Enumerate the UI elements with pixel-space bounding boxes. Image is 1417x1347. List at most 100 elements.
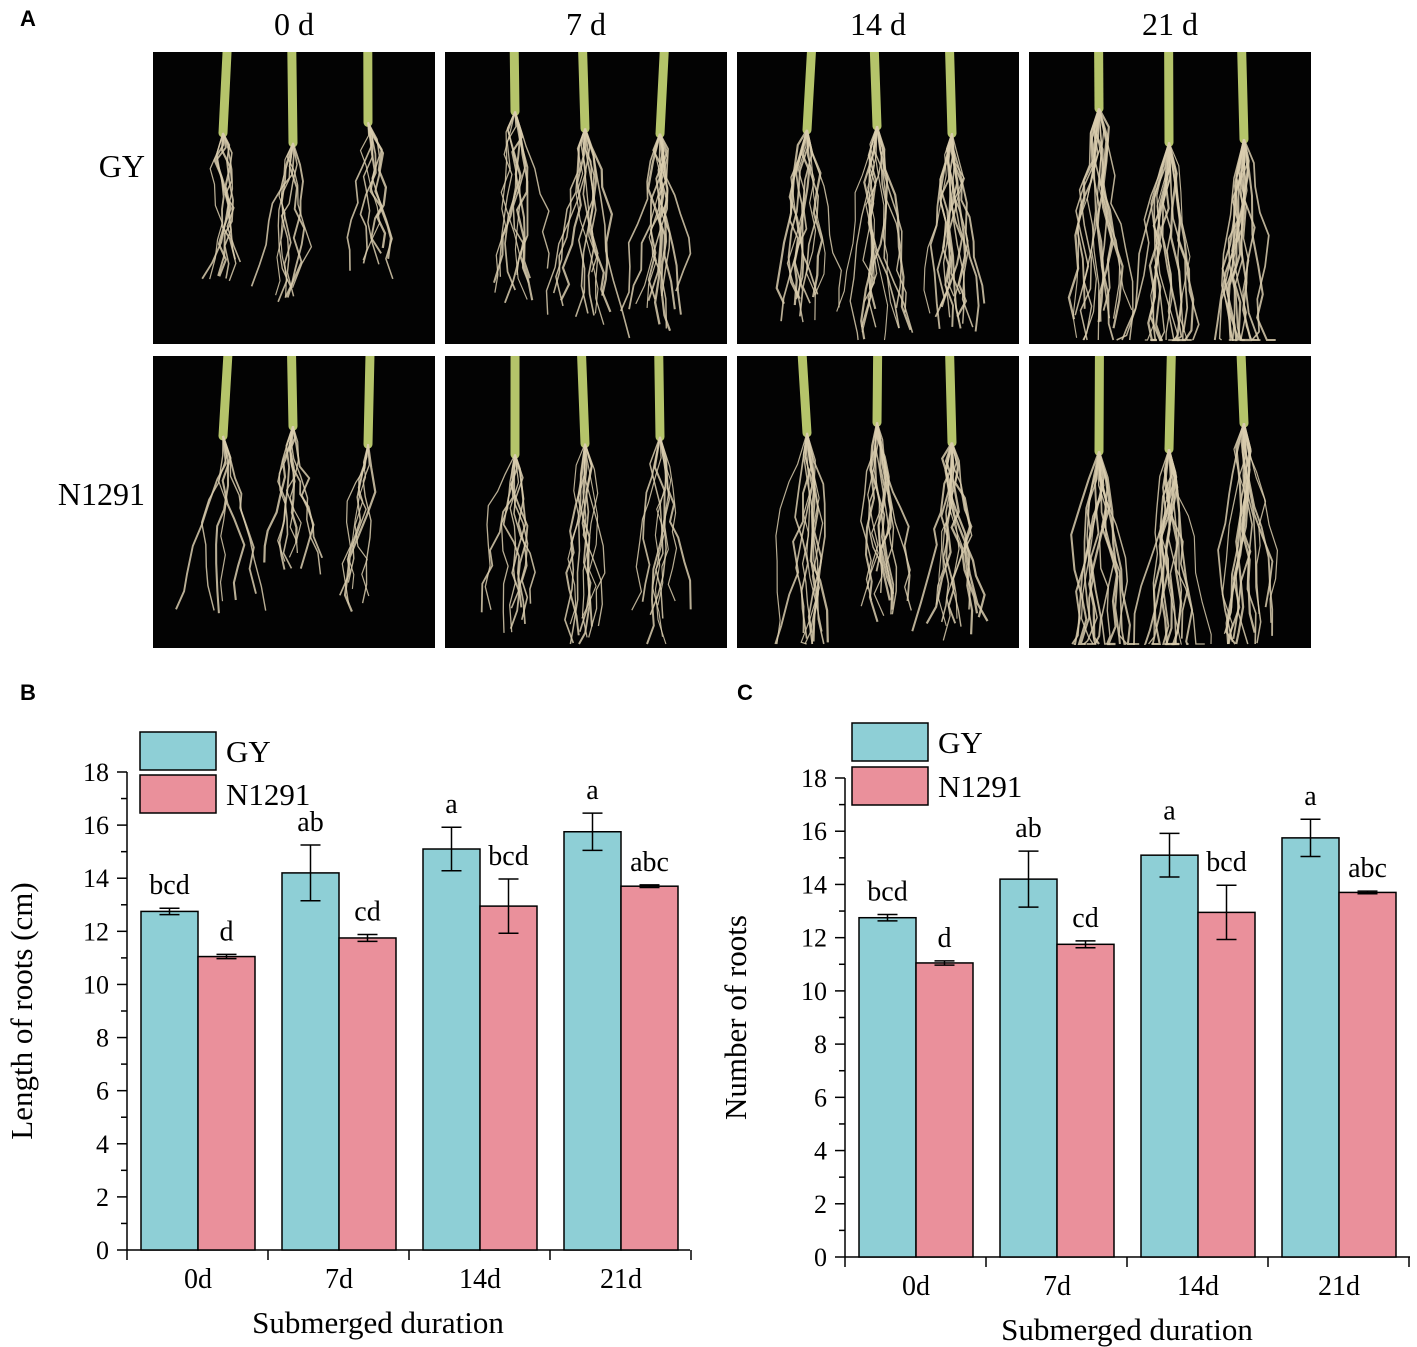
rice-stem <box>218 52 232 138</box>
root-strand <box>343 444 377 613</box>
root-strand <box>221 435 246 601</box>
root-strand <box>1098 108 1113 311</box>
bar-gy-14d <box>1140 854 1199 1258</box>
bar-n1291-14d <box>479 905 538 1251</box>
rice-stem <box>802 52 816 135</box>
rice-stem <box>654 356 665 442</box>
y-tick-label: 18 <box>83 758 109 787</box>
significance-label: ab <box>297 807 323 838</box>
legend-label-gy: GY <box>938 725 983 760</box>
root-strand <box>567 443 586 625</box>
root-strand <box>346 122 373 271</box>
root-strand <box>804 432 824 645</box>
root-strand <box>500 454 516 633</box>
root-strand <box>1226 423 1251 645</box>
root-strand <box>950 442 989 622</box>
significance-label: bcd <box>149 870 189 901</box>
x-tick-label: 14d <box>1177 1271 1219 1302</box>
root-photo-n1291-14d <box>737 356 1019 648</box>
bar-n1291-14d <box>1197 911 1256 1258</box>
rice-stem <box>945 356 957 448</box>
root-strand <box>646 436 666 645</box>
root-strand <box>806 129 826 296</box>
bar-n1291-0d <box>915 962 974 1258</box>
root-strand <box>280 142 298 297</box>
root-strand <box>218 435 228 602</box>
root-strand <box>806 432 826 645</box>
legend-swatch-n1291 <box>851 766 929 806</box>
y-axis-label: Number of roots <box>718 915 753 1120</box>
y-tick-label: 16 <box>801 817 827 846</box>
rice-stem <box>509 52 520 116</box>
root-strand <box>1168 142 1192 341</box>
root-photo-n1291-0d <box>153 356 435 648</box>
significance-label: cd <box>1072 903 1098 934</box>
root-strand <box>793 129 811 306</box>
root-strand <box>1235 422 1246 645</box>
root-strand <box>513 111 534 301</box>
root-strand <box>787 129 810 299</box>
y-tick-label: 10 <box>801 977 827 1006</box>
root-strand <box>213 132 237 260</box>
root-strand <box>1238 139 1261 341</box>
root-strand <box>502 454 526 624</box>
significance-label: a <box>1163 795 1176 826</box>
bar-n1291-7d <box>338 937 397 1251</box>
rice-stem <box>1164 356 1176 454</box>
root-strand <box>510 454 529 609</box>
root-strand <box>876 125 914 333</box>
significance-label: d <box>938 923 952 954</box>
y-tick-label: 18 <box>801 764 827 793</box>
root-strand <box>647 133 666 300</box>
root-strand <box>1083 108 1105 341</box>
root-strand <box>1221 139 1245 341</box>
root-strand <box>1070 451 1100 646</box>
root-strand <box>494 111 516 293</box>
root-strand <box>911 442 954 632</box>
root-strand <box>1168 142 1193 341</box>
root-strand <box>774 432 813 645</box>
root-strand <box>951 133 980 332</box>
rice-stem <box>869 52 882 131</box>
root-strand <box>806 432 823 642</box>
legend-label-gy: GY <box>226 734 271 769</box>
root-strand <box>806 432 825 645</box>
root-strand <box>582 128 605 325</box>
significance-label: bcd <box>1206 847 1246 878</box>
root-strand <box>584 128 597 316</box>
root-strand <box>1156 142 1173 340</box>
bar-n1291-7d <box>1056 943 1115 1258</box>
root-strand <box>367 121 385 254</box>
root-strand <box>658 133 672 332</box>
root-strand <box>222 435 257 594</box>
y-tick-label: 4 <box>814 1137 827 1166</box>
y-tick-label: 14 <box>83 864 109 893</box>
root-strand <box>649 436 671 616</box>
y-tick-label: 2 <box>96 1183 109 1212</box>
root-strand <box>514 111 531 279</box>
root-strand <box>291 426 322 575</box>
bar-gy-0d <box>858 916 917 1258</box>
root-strand <box>951 442 973 610</box>
rice-stem <box>797 356 812 438</box>
x-tick-label: 21d <box>600 1264 642 1295</box>
root-strand <box>500 111 521 275</box>
root-strand <box>1148 448 1170 645</box>
root-strand <box>1217 422 1245 643</box>
root-strand <box>631 436 662 611</box>
panel-b-letter: B <box>20 680 36 705</box>
bar-n1291-0d <box>197 955 256 1251</box>
rice-stem <box>287 52 298 148</box>
column-label-14d: 14 d <box>850 6 906 42</box>
root-strand <box>217 132 232 277</box>
bar-n1291-21d <box>1338 891 1397 1258</box>
root-strand <box>806 129 842 308</box>
root-strand <box>863 125 878 302</box>
root-strand <box>1080 451 1100 644</box>
rice-stem <box>577 356 590 449</box>
y-tick-label: 8 <box>96 1024 109 1053</box>
root-photo-gy-14d <box>737 52 1019 344</box>
root-strand <box>869 422 893 600</box>
root-strand <box>359 122 377 264</box>
